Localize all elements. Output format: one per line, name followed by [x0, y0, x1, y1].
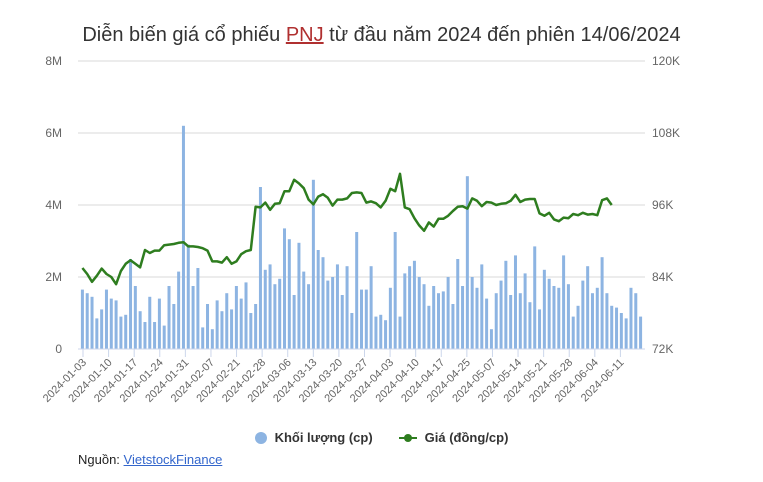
source-label: Nguồn:	[78, 452, 124, 467]
volume-circle-icon	[254, 431, 267, 444]
chart-area: 0 2M 4M 6M 8M 72K 84K 96K 108K 120K 2024-01-0320…	[41, 54, 680, 405]
legend-item-price[interactable]: Giá (đồng/cp)	[398, 430, 509, 445]
right-axis-price: 72K 84K 96K 108K 120K	[652, 54, 680, 356]
price-line-marker-icon	[398, 432, 417, 444]
source-link[interactable]: VietstockFinance	[123, 452, 223, 467]
svg-text:2M: 2M	[45, 270, 62, 284]
svg-text:108K: 108K	[652, 126, 680, 140]
svg-text:0: 0	[55, 342, 62, 356]
source-note: Nguồn: VietstockFinance	[78, 452, 222, 467]
ticker-link[interactable]: PNJ	[285, 24, 324, 46]
chart-title: Diễn biến giá cổ phiếu PNJ từ đầu năm 20…	[0, 24, 763, 47]
title-suffix: từ đầu năm 2024 đến phiên 14/06/2024	[323, 24, 681, 46]
svg-text:72K: 72K	[652, 342, 673, 356]
legend-item-volume[interactable]: Khối lượng (cp)	[254, 430, 373, 445]
svg-text:96K: 96K	[652, 198, 673, 212]
left-axis-volume: 0 2M 4M 6M 8M	[45, 54, 62, 356]
svg-text:8M: 8M	[45, 54, 62, 68]
svg-text:4M: 4M	[45, 198, 62, 212]
grid-lines	[78, 60, 645, 278]
x-axis: 2024-01-032024-01-102024-01-172024-01-24…	[41, 348, 645, 405]
svg-text:120K: 120K	[652, 54, 680, 68]
legend-price-label: Giá (đồng/cp)	[424, 430, 509, 445]
legend: Khối lượng (cp) Giá (đồng/cp)	[0, 430, 763, 445]
title-prefix: Diễn biến giá cổ phiếu	[82, 24, 286, 46]
volume-bars	[80, 125, 643, 349]
price-line	[81, 172, 613, 286]
svg-text:84K: 84K	[652, 270, 673, 284]
svg-text:6M: 6M	[45, 126, 62, 140]
legend-volume-label: Khối lượng (cp)	[274, 430, 373, 445]
